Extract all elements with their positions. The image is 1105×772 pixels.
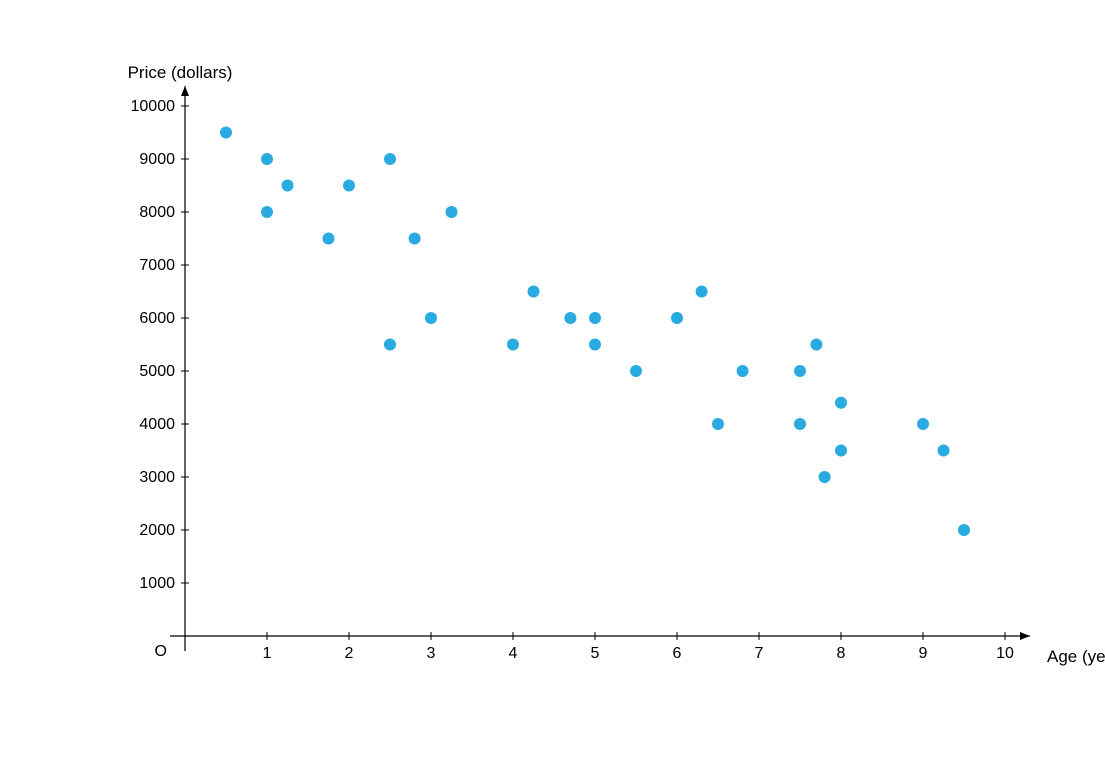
data-point (425, 312, 437, 324)
x-tick-label: 4 (509, 645, 518, 662)
y-tick-label: 7000 (139, 257, 175, 274)
data-point (810, 339, 822, 351)
data-point (564, 312, 576, 324)
data-point (261, 206, 273, 218)
data-point (958, 524, 970, 536)
data-point (671, 312, 683, 324)
x-tick-label: 2 (345, 645, 354, 662)
data-point (507, 339, 519, 351)
x-tick-label: 8 (837, 645, 846, 662)
data-point (835, 397, 847, 409)
data-point (528, 286, 540, 298)
data-point (917, 418, 929, 430)
data-point (589, 312, 601, 324)
scatter-chart: 1 2 3 4 5 6 7 8 9 10 1000 2000 3000 4000 5000 6000 7000 8… (0, 0, 1105, 772)
data-point (323, 233, 335, 245)
data-point (409, 233, 421, 245)
y-tick-label: 9000 (139, 151, 175, 168)
data-point (737, 365, 749, 377)
y-tick-label: 2000 (139, 522, 175, 539)
data-point (282, 180, 294, 192)
y-tick-label: 6000 (139, 310, 175, 327)
data-point (630, 365, 642, 377)
y-tick-label: 5000 (139, 363, 175, 380)
data-point (589, 339, 601, 351)
data-point (446, 206, 458, 218)
y-tick-label: 3000 (139, 469, 175, 486)
x-tick-label: 7 (755, 645, 764, 662)
data-point (794, 418, 806, 430)
data-point (696, 286, 708, 298)
y-tick-label: 10000 (131, 98, 176, 115)
data-point (938, 445, 950, 457)
data-point (384, 153, 396, 165)
x-tick-label: 9 (919, 645, 928, 662)
y-tick-label: 4000 (139, 416, 175, 433)
origin-label: O (155, 643, 167, 660)
data-point (343, 180, 355, 192)
data-point (819, 471, 831, 483)
data-point (384, 339, 396, 351)
x-tick-label: 6 (673, 645, 682, 662)
data-point (712, 418, 724, 430)
y-tick-label: 1000 (139, 575, 175, 592)
data-point (794, 365, 806, 377)
y-tick-label: 8000 (139, 204, 175, 221)
data-point (220, 127, 232, 139)
x-tick-label: 10 (996, 645, 1014, 662)
x-tick-label: 3 (427, 645, 436, 662)
data-point (835, 445, 847, 457)
x-tick-label: 5 (591, 645, 600, 662)
data-point (261, 153, 273, 165)
y-axis-title: Price (dollars) (128, 63, 233, 82)
x-tick-label: 1 (263, 645, 272, 662)
x-axis-title: Age (years) (1047, 647, 1105, 666)
